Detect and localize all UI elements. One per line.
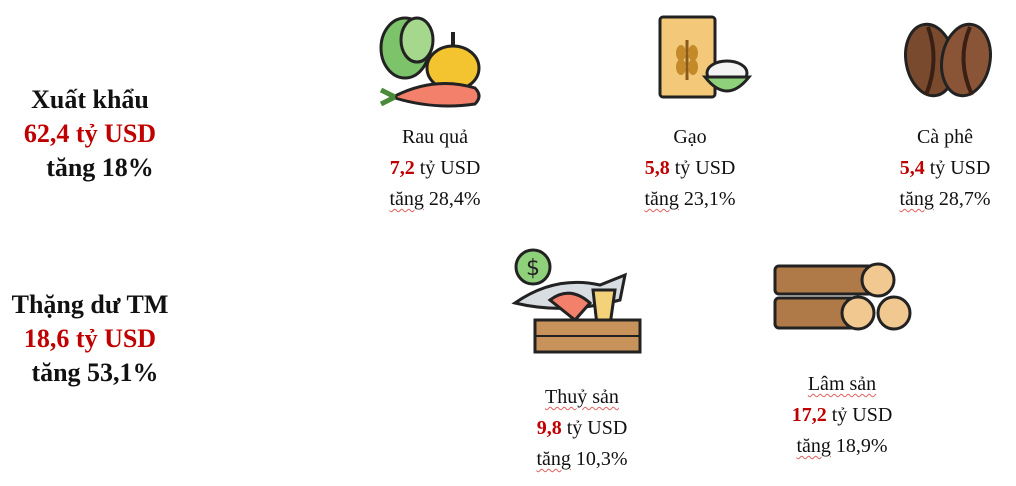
item-name: Lâm sản — [807, 373, 877, 395]
item-growth: 28,4% — [428, 188, 481, 210]
svg-text:$: $ — [526, 256, 540, 281]
item-unit: tỷ USD — [674, 157, 736, 179]
item-name: Rau quả — [401, 126, 469, 148]
item-value: 7,2 — [389, 157, 415, 179]
item-rice: Gạo 5,8 tỷ USD tăng 23,1% — [590, 122, 790, 215]
item-value: 5,8 — [644, 157, 670, 179]
item-coffee: Cà phê 5,4 tỷ USD tăng 28,7% — [845, 122, 1016, 215]
vegetables-icon — [379, 16, 481, 108]
summary-growth: tăng 18% — [46, 153, 154, 182]
item-growth-word: tăng — [536, 448, 571, 470]
item-unit: tỷ USD — [929, 157, 991, 179]
item-seafood: Thuỷ sản 9,8 tỷ USD tăng 10,3% — [482, 382, 682, 475]
item-unit: tỷ USD — [566, 417, 628, 439]
trade-surplus-summary: Thặng dư TM 18,6 tỷ USD tăng 53,1% — [0, 288, 185, 390]
item-unit: tỷ USD — [419, 157, 481, 179]
item-growth: 18,9% — [835, 435, 888, 457]
item-name: Gạo — [673, 126, 707, 148]
summary-growth: tăng 53,1% — [31, 358, 159, 387]
item-growth-word: tăng — [899, 188, 934, 210]
item-forestry: Lâm sản 17,2 tỷ USD tăng 18,9% — [742, 369, 942, 462]
item-value: 5,4 — [899, 157, 925, 179]
item-growth: 28,7% — [938, 188, 991, 210]
item-name: Thuỷ sản — [545, 386, 619, 408]
item-growth-word: tăng — [644, 188, 679, 210]
item-growth: 23,1% — [683, 188, 736, 210]
item-growth-word: tăng — [389, 188, 424, 210]
rice-icon — [658, 15, 753, 99]
item-vegetables-fruits: Rau quả 7,2 tỷ USD tăng 28,4% — [335, 122, 535, 215]
summary-value: 18,6 tỷ USD — [23, 324, 157, 353]
item-growth-word: tăng — [796, 435, 831, 457]
summary-title: Thặng dư TM — [11, 290, 169, 319]
item-unit: tỷ USD — [831, 404, 893, 426]
item-value: 9,8 — [536, 417, 562, 439]
timber-logs-icon — [773, 262, 912, 331]
summary-value: 62,4 tỷ USD — [23, 119, 157, 148]
item-growth: 10,3% — [575, 448, 628, 470]
coffee-bean-icon — [904, 22, 992, 98]
item-value: 17,2 — [791, 404, 827, 426]
export-summary: Xuất khẩu 62,4 tỷ USD tăng 18% — [0, 83, 180, 185]
seafood-icon: $ — [511, 248, 642, 354]
summary-title: Xuất khẩu — [31, 85, 149, 114]
item-name: Cà phê — [916, 126, 974, 148]
